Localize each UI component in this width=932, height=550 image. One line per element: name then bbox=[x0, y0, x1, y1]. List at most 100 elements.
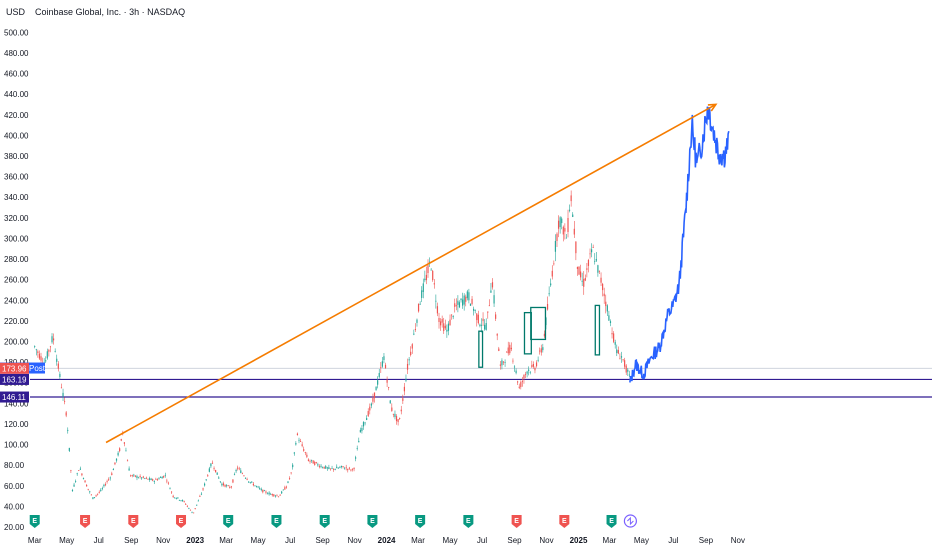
candle-body bbox=[68, 447, 70, 451]
candle-body bbox=[345, 467, 347, 469]
candle-body bbox=[600, 277, 602, 283]
candle-body bbox=[458, 302, 461, 308]
candle-body bbox=[106, 481, 108, 483]
candle-body bbox=[318, 466, 321, 468]
candle-body bbox=[405, 378, 407, 381]
candle-body bbox=[487, 311, 489, 313]
candle-body bbox=[67, 429, 69, 431]
candle-body bbox=[416, 319, 418, 323]
candle-body bbox=[523, 375, 525, 379]
y-tick-label: 340.00 bbox=[4, 193, 29, 202]
dividend-event-badge[interactable] bbox=[128, 515, 139, 528]
candle-body bbox=[136, 476, 138, 478]
x-tick-label: Sep bbox=[507, 536, 522, 545]
x-tick-label: Jul bbox=[94, 536, 104, 545]
candle-body bbox=[400, 409, 402, 412]
candle-body bbox=[602, 283, 604, 291]
candle-body bbox=[293, 452, 295, 454]
box-annotation[interactable] bbox=[594, 304, 601, 356]
candle-body bbox=[156, 479, 159, 481]
earnings-event-badge[interactable] bbox=[319, 515, 330, 528]
candle-body bbox=[130, 475, 132, 477]
candle-body bbox=[331, 468, 333, 469]
dividend-event-badge[interactable] bbox=[559, 515, 570, 528]
candle-body bbox=[199, 496, 201, 497]
y-tick-label: 240.00 bbox=[4, 296, 29, 305]
candle-body bbox=[561, 218, 563, 224]
candle-body bbox=[370, 403, 372, 406]
candle-body bbox=[211, 462, 214, 464]
box-annotation[interactable] bbox=[530, 306, 547, 341]
level2-price-tag-text: 146.11 bbox=[2, 393, 26, 402]
y-tick-label: 460.00 bbox=[4, 70, 29, 79]
candle-body bbox=[427, 265, 429, 274]
chart-header: USD Coinbase Global, Inc. · 3h · NASDAQ bbox=[6, 5, 185, 19]
candle-body bbox=[506, 351, 508, 353]
dividend-event-badge[interactable] bbox=[176, 515, 187, 528]
candle-body bbox=[241, 473, 243, 475]
candle-body bbox=[52, 338, 55, 341]
candle-body bbox=[613, 333, 615, 342]
candle-body bbox=[306, 454, 308, 457]
candle-body bbox=[403, 386, 406, 392]
x-tick-label: Nov bbox=[347, 536, 361, 545]
earnings-event-badge[interactable] bbox=[606, 515, 617, 528]
candle-body bbox=[476, 313, 478, 321]
event-letter: E bbox=[131, 518, 136, 525]
event-letter: E bbox=[32, 518, 37, 525]
candle-body bbox=[454, 303, 456, 307]
candle-body bbox=[287, 481, 289, 483]
candle-body bbox=[355, 457, 357, 459]
candle-body bbox=[620, 356, 623, 358]
y-tick-label: 480.00 bbox=[4, 49, 29, 58]
candle-body bbox=[529, 371, 531, 373]
candle-body bbox=[550, 283, 552, 286]
earnings-event-badge[interactable] bbox=[367, 515, 378, 528]
candle-body bbox=[152, 479, 154, 481]
candle-body bbox=[233, 474, 236, 476]
trendline-arrowhead bbox=[707, 103, 718, 112]
candle-body bbox=[484, 324, 486, 330]
candle-body bbox=[557, 220, 560, 229]
candle-body bbox=[624, 360, 626, 367]
candle-body bbox=[444, 325, 446, 329]
candle-body bbox=[402, 398, 404, 401]
symbol-info[interactable]: Coinbase Global, Inc. · 3h · NASDAQ bbox=[35, 7, 186, 17]
candle-body bbox=[356, 448, 358, 449]
candle-body bbox=[408, 359, 410, 361]
earnings-event-badge[interactable] bbox=[271, 515, 282, 528]
candle-body bbox=[51, 336, 53, 343]
projection-line[interactable] bbox=[628, 106, 730, 383]
candle-body bbox=[369, 406, 371, 411]
currency-label: USD bbox=[6, 7, 26, 17]
candle-body bbox=[81, 473, 83, 476]
x-tick-label: 2024 bbox=[378, 536, 396, 545]
candle-body bbox=[37, 351, 39, 353]
earnings-event-badge[interactable] bbox=[223, 515, 234, 528]
candle-body bbox=[614, 342, 616, 345]
earnings-event-badge[interactable] bbox=[463, 515, 474, 528]
dividend-event-badge[interactable] bbox=[511, 515, 522, 528]
candle-body bbox=[224, 484, 226, 487]
x-tick-label: Jul bbox=[285, 536, 295, 545]
candle-body bbox=[465, 296, 467, 302]
earnings-event-badge[interactable] bbox=[415, 515, 426, 528]
candle-body bbox=[605, 301, 607, 307]
candle-body bbox=[457, 300, 459, 305]
earnings-event-badge[interactable] bbox=[29, 515, 40, 528]
candle-body bbox=[435, 300, 437, 302]
candle-body bbox=[526, 371, 528, 374]
candle-body bbox=[583, 278, 585, 287]
candle-body bbox=[208, 468, 210, 472]
box-annotation[interactable] bbox=[523, 311, 532, 355]
candle-body bbox=[200, 493, 203, 495]
candle-body bbox=[625, 365, 627, 373]
candle-body bbox=[76, 473, 78, 475]
candle-body bbox=[515, 370, 517, 374]
candle-body bbox=[432, 270, 434, 281]
candle-body bbox=[153, 481, 155, 482]
box-annotation[interactable] bbox=[478, 330, 484, 368]
dividend-event-badge[interactable] bbox=[80, 515, 91, 528]
trendline[interactable] bbox=[105, 103, 717, 444]
